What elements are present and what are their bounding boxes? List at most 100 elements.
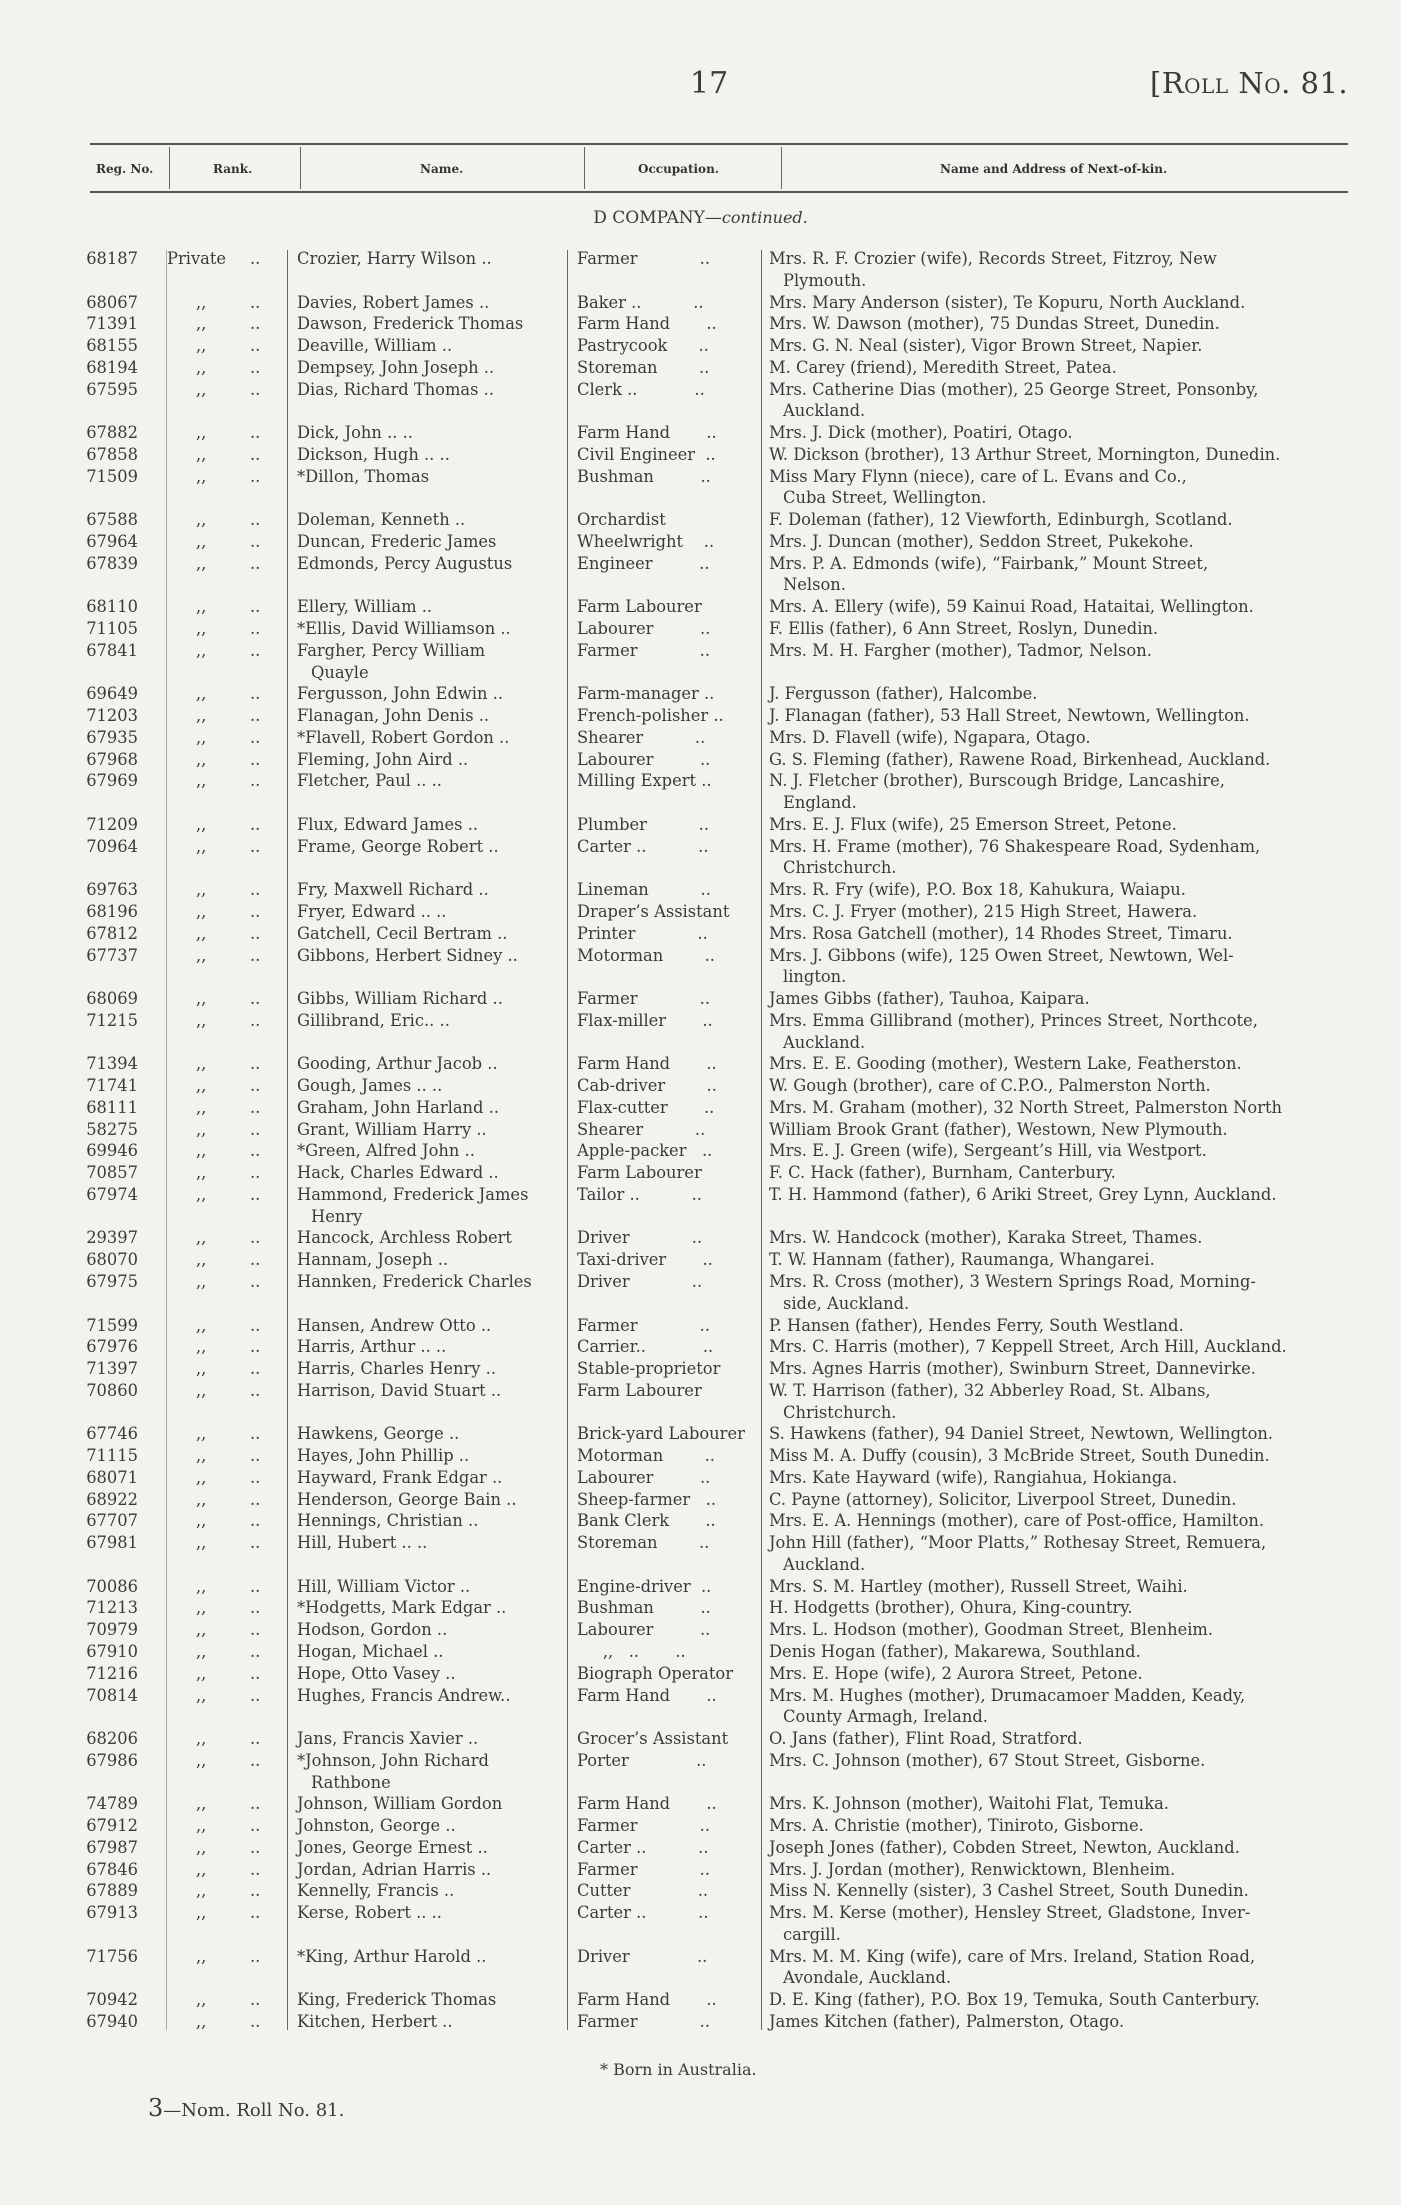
next-of-kin: W. Dickson (brother), 13 Arthur Street, … xyxy=(769,444,1280,466)
occupation: Farmer .. xyxy=(577,989,710,1009)
occupation: Pastrycook .. xyxy=(577,336,709,356)
table-row: 70979,,.. Hodson, Gordon .. Labourer .. Mrs… xyxy=(0,1619,1401,1641)
kin-line: Mrs. K. Johnson (mother), Waitohi Flat, … xyxy=(769,1794,1169,1814)
name-line: Dick, John .. .. xyxy=(297,423,413,443)
next-of-kin: Mrs. C. Harris (mother), 7 Keppell Stree… xyxy=(769,1336,1287,1358)
soldier-name: *Johnson, John Richard Rathbone xyxy=(297,1750,489,1794)
rank: ,, xyxy=(196,836,207,856)
column-divider xyxy=(761,250,762,2030)
reg-number: 71599 xyxy=(86,1315,138,1335)
rank-leader: .. xyxy=(250,923,261,943)
table-row: 71756,,.. *King, Arthur Harold .. Driver .… xyxy=(0,1946,1401,1990)
reg-number: 69649 xyxy=(86,684,138,704)
next-of-kin: Mrs. J. Duncan (mother), Seddon Street, … xyxy=(769,531,1194,553)
occupation: Printer .. xyxy=(577,923,708,943)
rank: ,, xyxy=(196,423,207,443)
rank-leader: .. xyxy=(250,379,261,399)
kin-line: C. Payne (attorney), Solicitor, Liverpoo… xyxy=(769,1489,1237,1509)
rank-leader: .. xyxy=(250,1837,261,1857)
next-of-kin: Mrs. Rosa Gatchell (mother), 14 Rhodes S… xyxy=(769,923,1233,945)
occupation: Porter .. xyxy=(577,1750,707,1770)
column-header-next-of-kin: Name and Address of Next-of-kin. xyxy=(940,162,1168,176)
name-line: Deaville, William .. xyxy=(297,336,453,356)
table-row: 67912,,.. Johnston, George .. Farmer .. Mrs… xyxy=(0,1815,1401,1837)
rank-leader: .. xyxy=(250,1424,261,1444)
table-row: 68187 Private.. Crozier, Harry Wilson .. Fa… xyxy=(0,248,1401,292)
name-line: Hannken, Frederick Charles xyxy=(297,1271,532,1291)
kin-line: James Kitchen (father), Palmerston, Otag… xyxy=(769,2012,1125,2032)
soldier-name: Graham, John Harland .. xyxy=(297,1097,499,1119)
name-line: Hawkens, George .. xyxy=(297,1424,460,1444)
name-line: Gatchell, Cecil Bertram .. xyxy=(297,923,508,943)
next-of-kin: Mrs. E. A. Hennings (mother), care of Po… xyxy=(769,1510,1264,1532)
table-row: 67595,,.. Dias, Richard Thomas .. Clerk ..… xyxy=(0,379,1401,423)
name-line: Fletcher, Paul .. .. xyxy=(297,771,442,791)
kin-line: Mrs. Emma Gillibrand (mother), Princes S… xyxy=(769,1010,1258,1030)
soldier-name: Frame, George Robert .. xyxy=(297,836,499,858)
column-header-name: Name. xyxy=(420,162,464,176)
reg-number: 68070 xyxy=(86,1250,138,1270)
soldier-name: Doleman, Kenneth .. xyxy=(297,509,465,531)
kin-line: M. Carey (friend), Meredith Street, Pate… xyxy=(769,357,1117,377)
occupation: Labourer .. xyxy=(577,749,711,769)
reg-number: 67935 xyxy=(86,727,138,747)
name-line: Jans, Francis Xavier .. xyxy=(297,1729,479,1749)
kin-line: Mrs. Catherine Dias (mother), 25 George … xyxy=(769,379,1259,399)
soldier-name: Jones, George Ernest .. xyxy=(297,1837,488,1859)
next-of-kin: James Kitchen (father), Palmerston, Otag… xyxy=(769,2011,1124,2033)
reg-number: 70942 xyxy=(86,1990,138,2010)
next-of-kin: D. E. King (father), P.O. Box 19, Temuka… xyxy=(769,1989,1260,2011)
kin-line: F. C. Hack (father), Burnham, Canterbury… xyxy=(769,1163,1116,1183)
rank: ,, xyxy=(196,292,207,312)
next-of-kin: J. Flanagan (father), 53 Hall Street, Ne… xyxy=(769,705,1250,727)
next-of-kin: W. T. Harrison (father), 32 Abberley Roa… xyxy=(769,1380,1211,1424)
rank-leader: .. xyxy=(250,1184,261,1204)
reg-number: 70964 xyxy=(86,836,138,856)
rank-leader: .. xyxy=(250,1467,261,1487)
reg-number: 67940 xyxy=(86,2012,138,2032)
kin-line: lington. xyxy=(783,967,847,987)
occupation: Carrier.. .. xyxy=(577,1337,714,1357)
next-of-kin: F. Doleman (father), 12 Viewforth, Edinb… xyxy=(769,509,1233,531)
occupation: Sheep-farmer .. xyxy=(577,1489,717,1509)
kin-line: England. xyxy=(783,793,857,813)
occupation: Lineman .. xyxy=(577,880,711,900)
name-line: Harrison, David Stuart .. xyxy=(297,1380,502,1400)
occupation: Carter .. .. xyxy=(577,836,709,856)
rank-leader: .. xyxy=(250,1228,261,1248)
rank: ,, xyxy=(196,1228,207,1248)
occupation: ,, .. .. xyxy=(577,1642,686,1661)
rank: ,, xyxy=(196,945,207,965)
rank-leader: .. xyxy=(250,1576,261,1596)
name-line: Gillibrand, Eric.. .. xyxy=(297,1010,450,1030)
rank: ,, xyxy=(196,1533,207,1553)
reg-number: 67986 xyxy=(86,1750,138,1770)
kin-line: Auckland. xyxy=(783,1554,866,1574)
kin-line: Auckland. xyxy=(783,401,866,421)
occupation: Flax-cutter .. xyxy=(577,1097,715,1117)
table-row: 67858,,.. Dickson, Hugh .. .. Civil Engine… xyxy=(0,444,1401,466)
next-of-kin: J. Fergusson (father), Halcombe. xyxy=(769,683,1037,705)
rank-leader: .. xyxy=(250,1271,261,1291)
occupation: Tailor .. .. xyxy=(577,1184,702,1204)
table-row: 71203,,.. Flanagan, John Denis .. French-p… xyxy=(0,705,1401,727)
rank: ,, xyxy=(196,444,207,464)
soldier-name: Edmonds, Percy Augustus xyxy=(297,553,512,575)
table-row: 67976,,.. Harris, Arthur .. .. Carrier.. .… xyxy=(0,1336,1401,1358)
column-divider xyxy=(166,250,167,2030)
table-row: 71115,,.. Hayes, John Phillip .. Motorman … xyxy=(0,1445,1401,1467)
reg-number: 69946 xyxy=(86,1141,138,1161)
rank: ,, xyxy=(196,531,207,551)
table-row: 67889,,.. Kennelly, Francis .. Cutter .. Mi… xyxy=(0,1880,1401,1902)
name-line: Jones, George Ernest .. xyxy=(297,1837,488,1857)
kin-line: Auckland. xyxy=(783,1032,866,1052)
name-line: Rathbone xyxy=(311,1772,391,1792)
next-of-kin: Mrs. E. E. Gooding (mother), Western Lak… xyxy=(769,1053,1242,1075)
rank-leader: .. xyxy=(250,727,261,747)
reg-number: 67846 xyxy=(86,1859,138,1879)
reg-number: 67746 xyxy=(86,1424,138,1444)
rank: ,, xyxy=(196,1271,207,1291)
reg-number: 67964 xyxy=(86,531,138,551)
rank: ,, xyxy=(196,1337,207,1357)
next-of-kin: Mrs. K. Johnson (mother), Waitohi Flat, … xyxy=(769,1793,1169,1815)
